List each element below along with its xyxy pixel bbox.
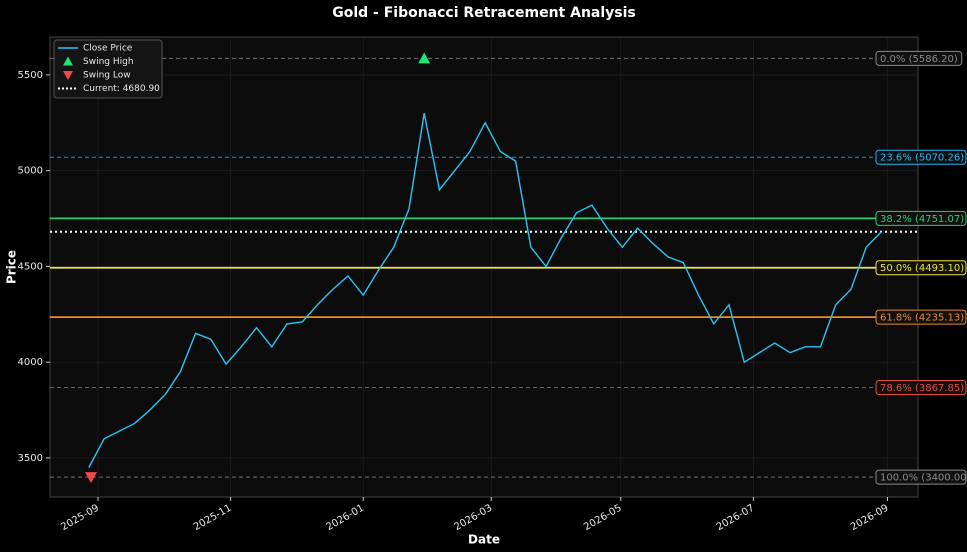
y-tick-label: 3500	[18, 453, 43, 464]
fib-label-box	[875, 309, 967, 325]
fib-label: 23.6% (5070.26)	[880, 153, 964, 164]
fib-label-box	[875, 469, 967, 485]
y-tick-label: 5500	[18, 70, 43, 81]
fib-label: 100.0% (3400.00)	[880, 473, 967, 484]
fib-label-box	[875, 379, 967, 395]
swing-low-marker	[84, 472, 97, 484]
fib-label-box	[875, 260, 967, 276]
legend-label: Swing Low	[83, 71, 131, 81]
legend-label: Current: 4680.90	[83, 84, 160, 94]
fib-label: 0.0% (5586.20)	[880, 54, 958, 65]
legend-swatch	[63, 71, 73, 80]
legend-swatch	[63, 56, 73, 66]
x-axis-label: Date	[468, 533, 500, 547]
legend-label: Swing High	[83, 57, 134, 67]
legend: Close Price Swing High Swing Low Current: 4…	[53, 39, 163, 99]
legend-box	[53, 39, 163, 99]
y-tick-label: 4000	[18, 357, 43, 368]
fib-label: 78.6% (3867.85)	[880, 383, 964, 394]
legend-label: Close Price	[83, 44, 133, 54]
fib-label: 50.0% (4493.10)	[880, 263, 964, 274]
fib-label: 38.2% (4751.07)	[880, 214, 964, 225]
fib-label: 61.8% (4235.13)	[880, 313, 964, 324]
chart-title: Gold - Fibonacci Retracement Analysis	[332, 5, 636, 21]
fib-label-box	[875, 210, 967, 226]
price-line	[88, 113, 882, 468]
y-axis-label: Price	[5, 250, 19, 284]
y-tick-label: 4500	[18, 261, 43, 272]
y-tick-label: 5000	[18, 166, 43, 177]
fib-label-box	[875, 149, 967, 165]
swing-high-marker	[418, 52, 431, 64]
fib-label-box	[875, 50, 963, 66]
